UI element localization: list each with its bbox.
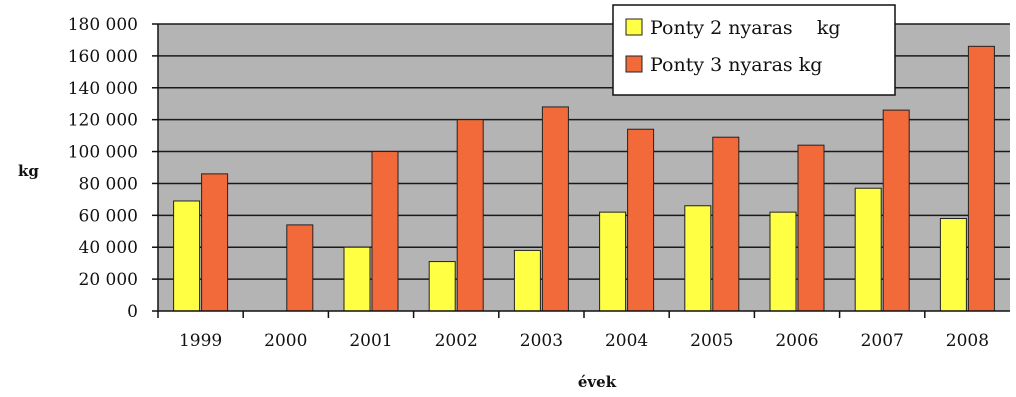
bar-ponty-3-nyaras-2002 [456,119,484,312]
bar-ponty-3-nyaras-2005 [712,136,740,312]
y-axis-label: kg [18,162,39,180]
bar-ponty-2-nyaras-2008 [939,218,967,312]
y-tick-label: 120 000 [68,111,138,131]
y-tick-label: 40 000 [79,238,138,258]
x-tick-label: 2001 [349,331,392,351]
bar-ponty-2-nyaras-2003 [513,249,541,312]
bar-ponty-3-nyaras-2007 [882,109,910,312]
legend-box [612,4,896,96]
x-tick-label: 2008 [946,331,989,351]
x-tick-label: 1999 [179,331,222,351]
y-tick-label: 160 000 [68,47,138,67]
bar-ponty-2-nyaras-2002 [428,261,456,312]
bar-ponty-3-nyaras-2000 [286,224,314,312]
bars [173,45,995,312]
bar-ponty-3-nyaras-2008 [967,45,995,312]
x-tick-label: 2007 [861,331,904,351]
x-tick-label: 2003 [520,331,563,351]
y-tick-label: 0 [127,302,138,322]
bar-ponty-2-nyaras-2004 [599,211,627,312]
bar-ponty-2-nyaras-2006 [769,211,797,312]
legend-label: Ponty 3 nyaras kg [650,54,822,76]
bar-ponty-2-nyaras-1999 [173,200,201,312]
x-tick-label: 2005 [690,331,733,351]
y-tick-label: 20 000 [79,270,138,290]
legend-swatch [625,18,643,36]
x-tick-label: 2000 [264,331,307,351]
legend-label: Ponty 2 nyaras kg [650,17,841,39]
bar-ponty-3-nyaras-2004 [627,128,655,312]
bar-ponty-3-nyaras-2003 [541,106,569,312]
x-tick-label: 2004 [605,331,648,351]
y-tick-label: 100 000 [68,143,138,163]
x-tick-label: 2002 [435,331,478,351]
x-tick-labels: 1999 2000 2001 2002 2003 2004 2005 2006 2007 2008 [157,311,989,351]
y-tick-label: 60 000 [79,206,138,226]
y-tick-label: 80 000 [79,174,138,194]
legend-swatch [625,55,643,73]
y-tick-label: 180 000 [68,15,138,35]
bar-ponty-2-nyaras-2005 [684,205,712,312]
x-tick-label: 2006 [775,331,818,351]
y-tick-labels: 0 20 000 40 000 60 000 80 000 100 000 120 000 1… [68,15,138,322]
y-tick-label: 140 000 [68,79,138,99]
bar-ponty-2-nyaras-2001 [343,246,371,312]
x-axis-label: évek [578,373,617,391]
bar-ponty-3-nyaras-2001 [371,151,399,312]
bar-ponty-2-nyaras-2007 [854,187,882,312]
legend: Ponty 2 nyaras kg Ponty 3 nyaras kg [612,4,896,96]
bar-ponty-3-nyaras-2006 [797,144,825,312]
grid-lines [152,23,1010,312]
bar-ponty-3-nyaras-1999 [201,173,229,312]
